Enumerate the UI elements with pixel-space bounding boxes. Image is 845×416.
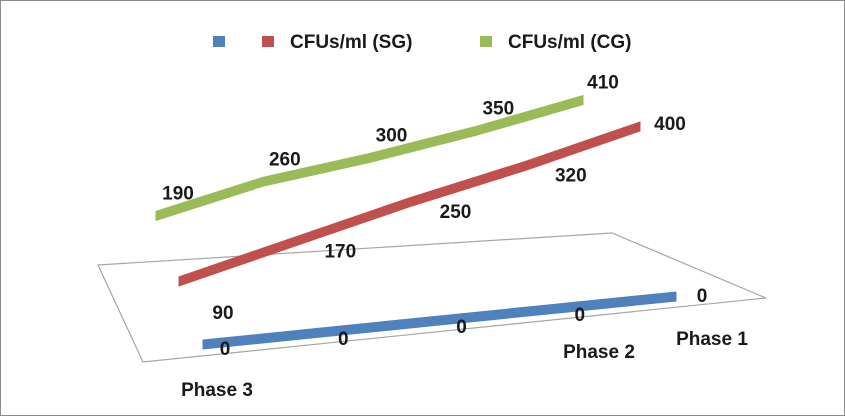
legend-label-2: CFUs/ml (CG) [508,32,632,53]
legend-swatch-2 [480,36,492,47]
data-label-s0-p2: 0 [456,317,467,338]
data-label-s2-p1: 260 [269,149,301,170]
series-ribbon-1 [178,121,641,287]
legend-swatch-1 [262,36,274,47]
data-label-s0-p1: 0 [338,329,349,350]
data-label-s1-p3: 320 [555,166,587,187]
legend-label-1: CFUs/ml (SG) [290,32,412,53]
series-group [155,94,677,350]
data-labels: 0 0 0 0 0 90 170 250 320 400 190 260 300 350 410 [162,73,707,360]
series-ribbon-0 [202,291,677,350]
data-label-s1-p2: 250 [440,202,472,223]
data-label-s0-p3: 0 [575,305,586,326]
legend: CFUs/ml (SG) CFUs/ml (CG) [213,32,632,53]
category-labels: Phase 3 Phase 2 Phase 1 [181,329,748,401]
category-label-0: Phase 3 [181,380,253,401]
data-label-s2-p0: 190 [162,183,194,204]
series-ribbon-2 [155,94,584,222]
data-label-s2-p2: 300 [376,126,408,147]
data-label-s2-p3: 350 [482,98,514,119]
data-label-s1-p0: 90 [212,303,233,324]
data-label-s0-p4: 0 [697,286,708,307]
legend-swatch-0 [213,36,225,47]
data-label-s0-p0: 0 [220,339,231,360]
data-label-s2-p4: 410 [587,73,619,94]
chart-floor [97,232,767,363]
category-label-1: Phase 2 [563,342,635,363]
category-label-2: Phase 1 [676,329,748,350]
data-label-s1-p4: 400 [654,114,686,135]
data-label-s1-p1: 170 [324,241,356,262]
